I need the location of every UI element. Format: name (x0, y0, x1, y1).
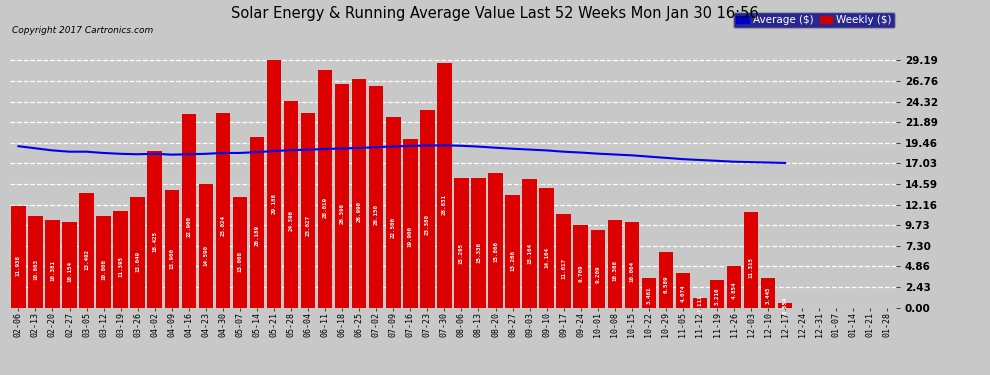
Bar (11, 206, 26, 308)
Bar (608, 220, 622, 308)
Bar (79, 193, 94, 308)
Bar (438, 63, 451, 308)
Bar (318, 70, 333, 308)
Text: 26.396: 26.396 (340, 203, 345, 224)
Bar (352, 79, 366, 308)
Text: 10.368: 10.368 (612, 260, 618, 281)
Text: 14.164: 14.164 (544, 247, 549, 268)
Text: 29.188: 29.188 (271, 193, 276, 214)
Text: 9.209: 9.209 (595, 266, 600, 284)
Text: 3.461: 3.461 (646, 286, 651, 304)
Text: 20.189: 20.189 (254, 225, 259, 246)
Text: 14.590: 14.590 (203, 245, 208, 266)
Bar (778, 303, 792, 307)
Bar (131, 197, 145, 308)
Bar (199, 184, 213, 308)
Bar (727, 266, 742, 308)
Text: 22.900: 22.900 (186, 216, 191, 237)
Text: 22.500: 22.500 (391, 217, 396, 238)
Bar (249, 136, 264, 308)
Text: 11.017: 11.017 (561, 258, 566, 279)
Text: 13.049: 13.049 (136, 251, 141, 272)
Bar (335, 84, 349, 308)
Bar (369, 86, 383, 308)
Text: 23.380: 23.380 (425, 214, 430, 235)
Bar (658, 252, 673, 308)
Text: 28.831: 28.831 (442, 195, 446, 216)
Text: 23.024: 23.024 (221, 215, 226, 236)
Bar (266, 60, 281, 308)
Bar (488, 173, 503, 308)
Text: 15.866: 15.866 (493, 241, 498, 262)
Text: 13.266: 13.266 (510, 250, 515, 271)
Text: 19.900: 19.900 (408, 226, 413, 247)
Text: 28.019: 28.019 (323, 197, 328, 218)
Text: 4.854: 4.854 (732, 282, 737, 299)
Bar (46, 220, 59, 308)
Text: 11.315: 11.315 (748, 257, 753, 278)
Text: 11.395: 11.395 (118, 256, 123, 278)
Bar (676, 273, 690, 308)
Bar (181, 114, 196, 308)
Bar (386, 117, 401, 308)
Text: 4.074: 4.074 (680, 284, 685, 302)
Text: 1.111: 1.111 (698, 295, 703, 312)
Bar (164, 190, 179, 308)
Text: 15.336: 15.336 (476, 243, 481, 264)
Bar (29, 216, 43, 308)
Bar (216, 112, 230, 308)
Text: 0.554: 0.554 (783, 297, 788, 314)
Bar (710, 280, 725, 308)
Bar (471, 178, 486, 308)
Text: 26.990: 26.990 (356, 201, 361, 222)
Bar (556, 214, 571, 308)
Text: 24.396: 24.396 (288, 210, 294, 231)
Bar (590, 230, 605, 308)
Text: 10.803: 10.803 (33, 259, 38, 280)
Bar (284, 101, 298, 308)
Text: 3.210: 3.210 (715, 287, 720, 305)
Text: 15.164: 15.164 (527, 243, 532, 264)
Text: 26.150: 26.150 (374, 204, 379, 225)
Text: 13.008: 13.008 (238, 251, 243, 272)
Bar (505, 195, 520, 308)
Bar (96, 216, 111, 308)
Text: 11.938: 11.938 (16, 255, 21, 276)
Text: 13.492: 13.492 (84, 249, 89, 270)
Bar (420, 110, 435, 308)
Text: Solar Energy & Running Average Value Last 52 Weeks Mon Jan 30 16:56: Solar Energy & Running Average Value Las… (232, 6, 758, 21)
Bar (114, 211, 128, 308)
Bar (454, 178, 468, 308)
Text: 18.425: 18.425 (152, 231, 157, 252)
Bar (523, 179, 537, 308)
Text: 23.027: 23.027 (306, 215, 311, 236)
Legend: Average ($), Weekly ($): Average ($), Weekly ($) (733, 12, 895, 28)
Text: 15.295: 15.295 (459, 243, 464, 264)
Bar (573, 225, 588, 308)
Text: 13.900: 13.900 (169, 248, 174, 268)
Bar (403, 139, 418, 308)
Bar (642, 278, 656, 308)
Bar (625, 222, 640, 308)
Text: 10.154: 10.154 (67, 261, 72, 282)
Text: Copyright 2017 Cartronics.com: Copyright 2017 Cartronics.com (12, 26, 153, 35)
Bar (148, 152, 162, 308)
Bar (693, 298, 707, 307)
Bar (743, 212, 758, 308)
Text: 3.445: 3.445 (765, 286, 770, 304)
Bar (301, 112, 316, 308)
Text: 10.064: 10.064 (630, 261, 635, 282)
Bar (540, 188, 553, 308)
Text: 10.381: 10.381 (50, 260, 55, 281)
Bar (233, 197, 248, 308)
Text: 9.709: 9.709 (578, 264, 583, 282)
Text: 6.589: 6.589 (663, 275, 668, 293)
Text: 10.808: 10.808 (101, 258, 106, 279)
Bar (62, 222, 77, 308)
Bar (761, 278, 775, 308)
